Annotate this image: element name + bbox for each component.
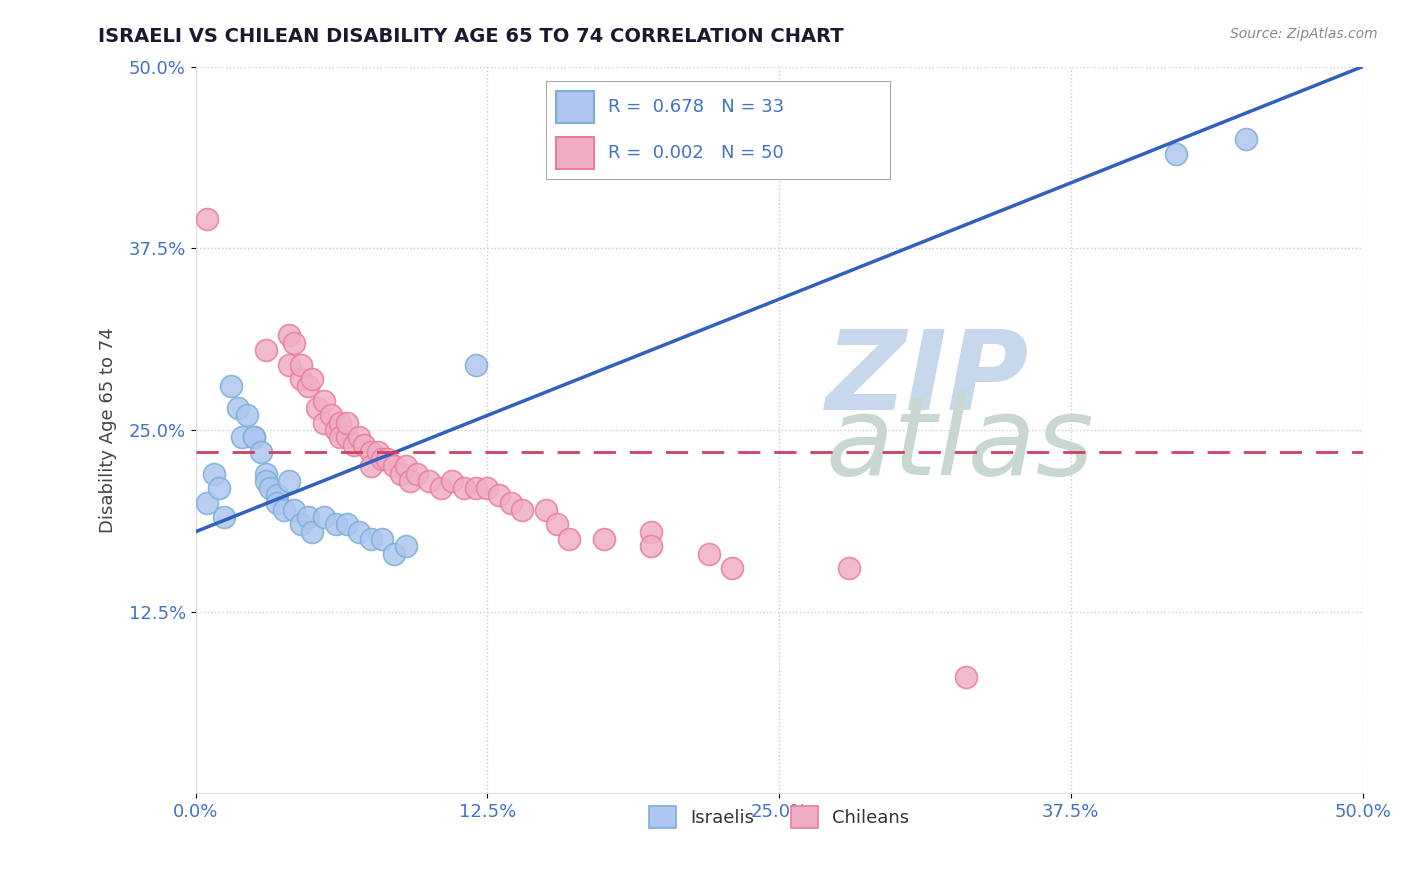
- Point: [1164, 146, 1187, 161]
- Point: [325, 423, 347, 437]
- Point: [250, 444, 273, 458]
- Point: [367, 444, 389, 458]
- Text: ZIP: ZIP: [825, 326, 1029, 433]
- Point: [259, 481, 281, 495]
- Point: [371, 452, 394, 467]
- Point: [453, 481, 475, 495]
- Point: [406, 467, 429, 481]
- Point: [301, 524, 323, 539]
- Point: [277, 474, 299, 488]
- Point: [236, 409, 259, 423]
- Point: [195, 496, 218, 510]
- Point: [534, 503, 557, 517]
- Point: [329, 430, 352, 444]
- Point: [329, 416, 352, 430]
- Point: [593, 532, 616, 546]
- Point: [301, 372, 323, 386]
- Point: [955, 670, 977, 684]
- Point: [640, 539, 662, 553]
- Point: [283, 335, 305, 350]
- Point: [838, 561, 860, 575]
- Point: [360, 532, 382, 546]
- Point: [558, 532, 581, 546]
- Point: [499, 496, 522, 510]
- Point: [697, 547, 720, 561]
- Point: [510, 503, 533, 517]
- Point: [640, 524, 662, 539]
- Point: [266, 488, 288, 502]
- Point: [441, 474, 464, 488]
- Point: [290, 358, 312, 372]
- Point: [375, 452, 398, 467]
- Point: [254, 474, 277, 488]
- Point: [464, 358, 486, 372]
- Point: [202, 467, 225, 481]
- Point: [353, 437, 375, 451]
- Point: [360, 459, 382, 474]
- Point: [336, 430, 359, 444]
- Point: [399, 474, 422, 488]
- Point: [254, 467, 277, 481]
- Point: [312, 510, 335, 524]
- Point: [1234, 132, 1257, 146]
- Point: [266, 496, 288, 510]
- Point: [312, 393, 335, 408]
- Point: [208, 481, 231, 495]
- Point: [336, 517, 359, 532]
- Point: [243, 430, 266, 444]
- Point: [305, 401, 328, 416]
- Point: [336, 416, 359, 430]
- Point: [488, 488, 510, 502]
- Point: [243, 430, 266, 444]
- Point: [312, 416, 335, 430]
- Point: [429, 481, 451, 495]
- Point: [297, 379, 319, 393]
- Point: [273, 503, 295, 517]
- Y-axis label: Disability Age 65 to 74: Disability Age 65 to 74: [100, 327, 117, 533]
- Point: [226, 401, 249, 416]
- Point: [254, 343, 277, 357]
- Point: [219, 379, 242, 393]
- Point: [721, 561, 744, 575]
- Point: [277, 358, 299, 372]
- Point: [394, 459, 416, 474]
- Point: [394, 539, 416, 553]
- Legend: Israelis, Chileans: Israelis, Chileans: [641, 798, 917, 835]
- Point: [290, 372, 312, 386]
- Point: [297, 510, 319, 524]
- Point: [277, 328, 299, 343]
- Point: [231, 430, 253, 444]
- Point: [212, 510, 235, 524]
- Text: atlas: atlas: [825, 391, 1094, 498]
- Point: [389, 467, 412, 481]
- Text: Source: ZipAtlas.com: Source: ZipAtlas.com: [1230, 27, 1378, 41]
- Point: [360, 444, 382, 458]
- Point: [195, 212, 218, 227]
- Point: [382, 547, 405, 561]
- Point: [343, 437, 366, 451]
- Point: [283, 503, 305, 517]
- Point: [382, 459, 405, 474]
- Point: [371, 532, 394, 546]
- Point: [464, 481, 486, 495]
- Text: ISRAELI VS CHILEAN DISABILITY AGE 65 TO 74 CORRELATION CHART: ISRAELI VS CHILEAN DISABILITY AGE 65 TO …: [98, 27, 844, 45]
- Point: [546, 517, 568, 532]
- Point: [418, 474, 440, 488]
- Point: [477, 481, 499, 495]
- Point: [319, 409, 342, 423]
- Point: [290, 517, 312, 532]
- Point: [347, 430, 370, 444]
- Point: [325, 517, 347, 532]
- Point: [347, 524, 370, 539]
